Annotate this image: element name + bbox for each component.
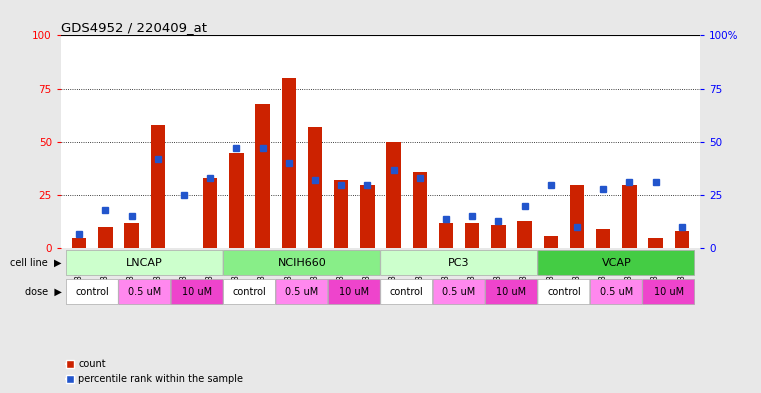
FancyBboxPatch shape (224, 250, 380, 275)
Bar (124, 223, 139, 248)
FancyBboxPatch shape (591, 279, 642, 305)
FancyBboxPatch shape (224, 279, 275, 305)
Bar (360, 184, 374, 248)
FancyBboxPatch shape (380, 279, 433, 305)
Bar (465, 223, 479, 248)
FancyBboxPatch shape (171, 279, 223, 305)
FancyBboxPatch shape (486, 279, 537, 305)
Text: control: control (75, 287, 109, 297)
Legend: count, percentile rank within the sample: count, percentile rank within the sample (65, 359, 244, 384)
FancyBboxPatch shape (538, 279, 590, 305)
FancyBboxPatch shape (119, 279, 170, 305)
FancyBboxPatch shape (328, 279, 380, 305)
Text: 10 uM: 10 uM (654, 287, 683, 297)
Text: NCIH660: NCIH660 (278, 258, 326, 268)
Bar (412, 172, 427, 248)
Text: VCAP: VCAP (601, 258, 631, 268)
Bar (674, 231, 689, 248)
Bar (543, 236, 558, 248)
FancyBboxPatch shape (276, 279, 328, 305)
Text: PC3: PC3 (448, 258, 470, 268)
FancyBboxPatch shape (66, 250, 223, 275)
Text: dose  ▶: dose ▶ (24, 287, 62, 297)
Bar (72, 238, 87, 248)
Text: 10 uM: 10 uM (339, 287, 369, 297)
Bar (334, 180, 349, 248)
FancyBboxPatch shape (66, 279, 118, 305)
FancyBboxPatch shape (433, 279, 485, 305)
Bar (622, 184, 637, 248)
Bar (98, 227, 113, 248)
Text: 10 uM: 10 uM (182, 287, 212, 297)
Text: GDS4952 / 220409_at: GDS4952 / 220409_at (61, 21, 207, 34)
Text: 0.5 uM: 0.5 uM (442, 287, 476, 297)
Bar (151, 125, 165, 248)
Bar (439, 223, 454, 248)
Bar (648, 238, 663, 248)
Text: 0.5 uM: 0.5 uM (600, 287, 633, 297)
Text: control: control (233, 287, 266, 297)
Bar (596, 229, 610, 248)
Text: 0.5 uM: 0.5 uM (285, 287, 319, 297)
Bar (307, 127, 322, 248)
Bar (229, 152, 244, 248)
Bar (517, 221, 532, 248)
Bar (282, 78, 296, 248)
Bar (491, 225, 505, 248)
FancyBboxPatch shape (538, 250, 695, 275)
Bar (387, 142, 401, 248)
Text: cell line  ▶: cell line ▶ (10, 258, 62, 268)
Text: control: control (390, 287, 424, 297)
Text: 0.5 uM: 0.5 uM (128, 287, 161, 297)
Bar (256, 103, 270, 248)
FancyBboxPatch shape (380, 250, 537, 275)
FancyBboxPatch shape (643, 279, 695, 305)
Bar (570, 184, 584, 248)
Text: control: control (547, 287, 581, 297)
Text: LNCAP: LNCAP (126, 258, 163, 268)
Text: 10 uM: 10 uM (496, 287, 527, 297)
Bar (203, 178, 218, 248)
